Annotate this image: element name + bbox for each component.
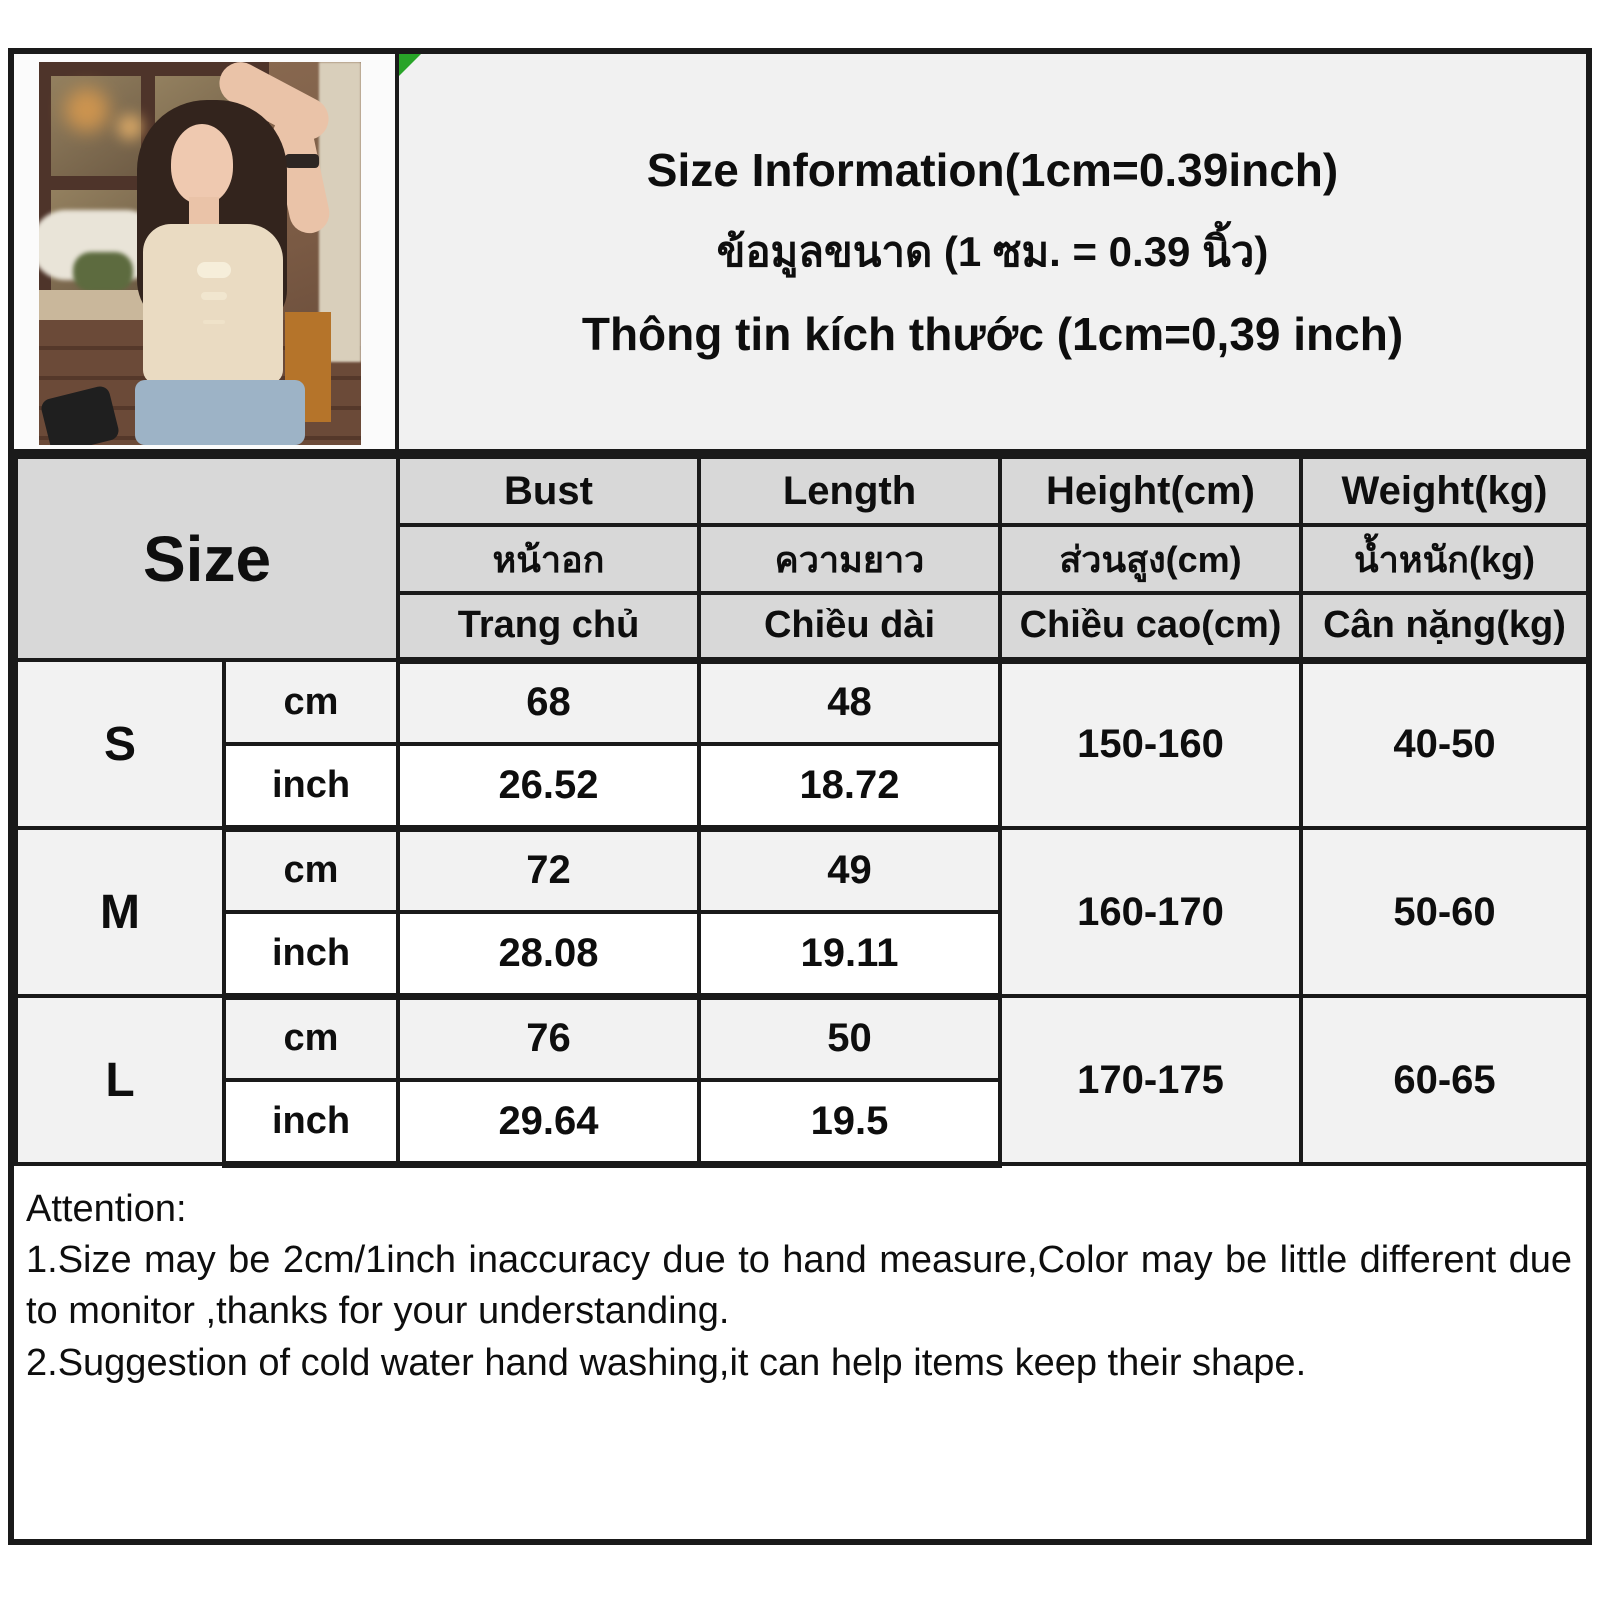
col-header-length-th: ความยาว — [697, 523, 1002, 595]
attention-item-2: 2.Suggestion of cold water hand washing,… — [26, 1342, 1307, 1385]
cell-s-height: 150-160 — [998, 658, 1303, 830]
cell-l-cm-length: 50 — [697, 994, 1002, 1082]
bokeh-light — [117, 114, 143, 140]
cell-m-cm-length: 49 — [697, 826, 1002, 914]
col-header-length-en: Length — [697, 455, 1002, 527]
col-header-weight-th: น้ำหนัก(kg) — [1299, 523, 1590, 595]
jeans — [135, 380, 305, 445]
cell-s-cm-length: 48 — [697, 658, 1002, 746]
title-cell: Size Information(1cm=0.39inch) ข้อมูลขนา… — [399, 54, 1586, 449]
size-table: Size Bust Length Height(cm) Weight(kg) ห… — [14, 455, 1590, 1168]
model-face — [171, 124, 233, 204]
attention-item-1: 1.Size may be 2cm/1inch inaccuracy due t… — [26, 1238, 1572, 1333]
unit-cm: cm — [222, 658, 400, 746]
product-photo — [39, 62, 361, 445]
unit-inch: inch — [222, 910, 400, 1000]
size-label-m: M — [14, 826, 226, 998]
cell-s-inch-length: 18.72 — [697, 742, 1002, 832]
cell-m-cm-bust: 72 — [396, 826, 701, 914]
unit-cm: cm — [222, 994, 400, 1082]
cell-l-inch-bust: 29.64 — [396, 1078, 701, 1168]
cell-l-cm-bust: 76 — [396, 994, 701, 1082]
cell-s-weight: 40-50 — [1299, 658, 1590, 830]
unit-inch: inch — [222, 742, 400, 832]
col-header-weight-en: Weight(kg) — [1299, 455, 1590, 527]
cell-s-cm-bust: 68 — [396, 658, 701, 746]
attention-heading: Attention: — [26, 1187, 187, 1230]
cell-l-height: 170-175 — [998, 994, 1303, 1166]
cell-l-weight: 60-65 — [1299, 994, 1590, 1166]
title-english: Size Information(1cm=0.39inch) — [646, 143, 1339, 196]
drawstring-bow — [197, 262, 231, 278]
col-header-bust-vi: Trang chủ — [396, 591, 701, 664]
col-header-height-vi: Chiều cao(cm) — [998, 591, 1303, 664]
cell-s-inch-bust: 26.52 — [396, 742, 701, 832]
attention-section: Attention: 1.Size may be 2cm/1inch inacc… — [14, 1167, 1586, 1390]
plant — [73, 252, 133, 292]
photo-cell — [14, 54, 399, 449]
wristwatch — [285, 154, 319, 168]
unit-inch: inch — [222, 1078, 400, 1168]
cell-m-height: 160-170 — [998, 826, 1303, 998]
bokeh-light — [65, 88, 109, 132]
col-header-height-en: Height(cm) — [998, 455, 1303, 527]
col-header-bust-en: Bust — [396, 455, 701, 527]
cell-l-inch-length: 19.5 — [697, 1078, 1002, 1168]
col-header-length-vi: Chiều dài — [697, 591, 1002, 664]
green-corner-marker-icon — [399, 54, 421, 76]
col-header-height-th: ส่วนสูง(cm) — [998, 523, 1303, 595]
title-vietnamese: Thông tin kích thước (1cm=0,39 inch) — [581, 307, 1404, 360]
col-header-bust-th: หน้าอก — [396, 523, 701, 595]
title-thai: ข้อมูลขนาด (1 ซม. = 0.39 นิ้ว) — [716, 227, 1269, 275]
top-section: Size Information(1cm=0.39inch) ข้อมูลขนา… — [14, 54, 1586, 455]
unit-cm: cm — [222, 826, 400, 914]
size-corner-header: Size — [14, 455, 400, 662]
size-chart-sheet: Size Information(1cm=0.39inch) ข้อมูลขนา… — [8, 48, 1592, 1545]
cell-m-inch-bust: 28.08 — [396, 910, 701, 1000]
size-label-l: L — [14, 994, 226, 1166]
cell-m-inch-length: 19.11 — [697, 910, 1002, 1000]
size-label-s: S — [14, 658, 226, 830]
beige-top-garment — [143, 224, 283, 384]
cell-m-weight: 50-60 — [1299, 826, 1590, 998]
col-header-weight-vi: Cân nặng(kg) — [1299, 591, 1590, 664]
